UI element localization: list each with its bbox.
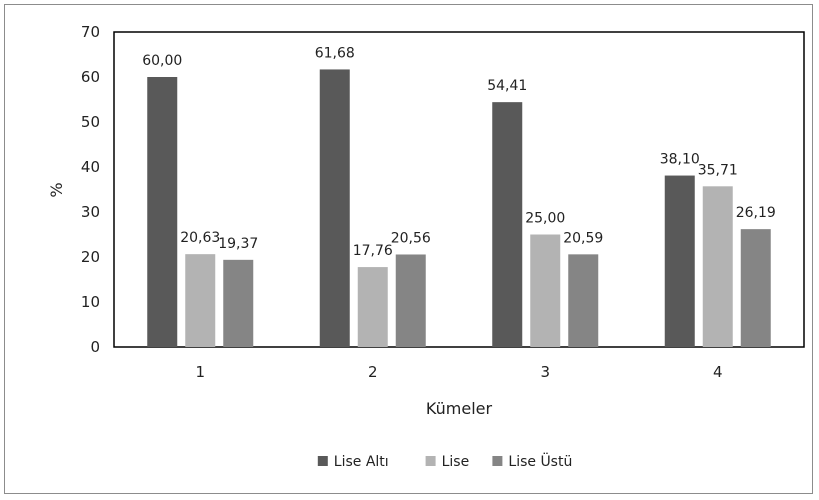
bar bbox=[492, 102, 523, 347]
bar bbox=[147, 77, 178, 347]
data-label: 61,68 bbox=[315, 45, 355, 61]
bar bbox=[530, 234, 561, 347]
y-tick-label: 60 bbox=[81, 68, 100, 86]
bar bbox=[319, 69, 350, 347]
data-label: 20,59 bbox=[563, 230, 603, 246]
x-tick-label: 3 bbox=[540, 363, 550, 381]
y-tick-label: 40 bbox=[81, 158, 100, 176]
y-tick-label: 30 bbox=[81, 203, 100, 221]
bar bbox=[702, 186, 733, 347]
x-axis-ticks: 1 2 3 4 bbox=[195, 363, 722, 381]
bar bbox=[664, 175, 695, 347]
y-axis-ticks: 0 10 20 30 40 50 60 70 bbox=[81, 23, 100, 356]
bar bbox=[568, 254, 599, 347]
bar bbox=[223, 259, 254, 347]
data-label: 17,76 bbox=[353, 243, 393, 259]
legend-swatch bbox=[425, 456, 436, 466]
data-label: 26,19 bbox=[736, 205, 776, 221]
y-tick-label: 20 bbox=[81, 248, 100, 266]
plot-area-border bbox=[113, 31, 805, 348]
legend-label: Lise Altı bbox=[334, 454, 389, 470]
bar bbox=[740, 229, 771, 347]
bar bbox=[185, 254, 216, 347]
legend-label: Lise bbox=[442, 454, 470, 470]
x-tick-label: 1 bbox=[195, 363, 205, 381]
bar bbox=[395, 254, 426, 347]
data-label: 25,00 bbox=[525, 211, 565, 227]
x-tick-label: 4 bbox=[713, 363, 723, 381]
y-axis-title: % bbox=[47, 182, 66, 197]
data-label: 20,63 bbox=[180, 230, 220, 246]
x-axis-title: Kümeler bbox=[426, 399, 493, 418]
data-label: 60,00 bbox=[142, 53, 182, 69]
data-label: 38,10 bbox=[660, 152, 700, 168]
bars bbox=[147, 69, 771, 347]
data-label: 20,56 bbox=[391, 230, 431, 246]
y-tick-label: 70 bbox=[81, 23, 100, 41]
y-tick-label: 10 bbox=[81, 293, 100, 311]
legend-swatch bbox=[317, 456, 328, 466]
data-label: 35,71 bbox=[698, 162, 738, 178]
x-tick-label: 2 bbox=[368, 363, 378, 381]
y-tick-label: 50 bbox=[81, 113, 100, 131]
bar bbox=[357, 267, 388, 347]
legend-swatch bbox=[492, 456, 503, 466]
legend-label: Lise Üstü bbox=[508, 452, 572, 470]
legend: Lise Altı Lise Lise Üstü bbox=[317, 452, 572, 470]
data-label: 19,37 bbox=[218, 236, 258, 252]
y-tick-label: 0 bbox=[90, 338, 100, 356]
data-label: 54,41 bbox=[487, 78, 527, 94]
